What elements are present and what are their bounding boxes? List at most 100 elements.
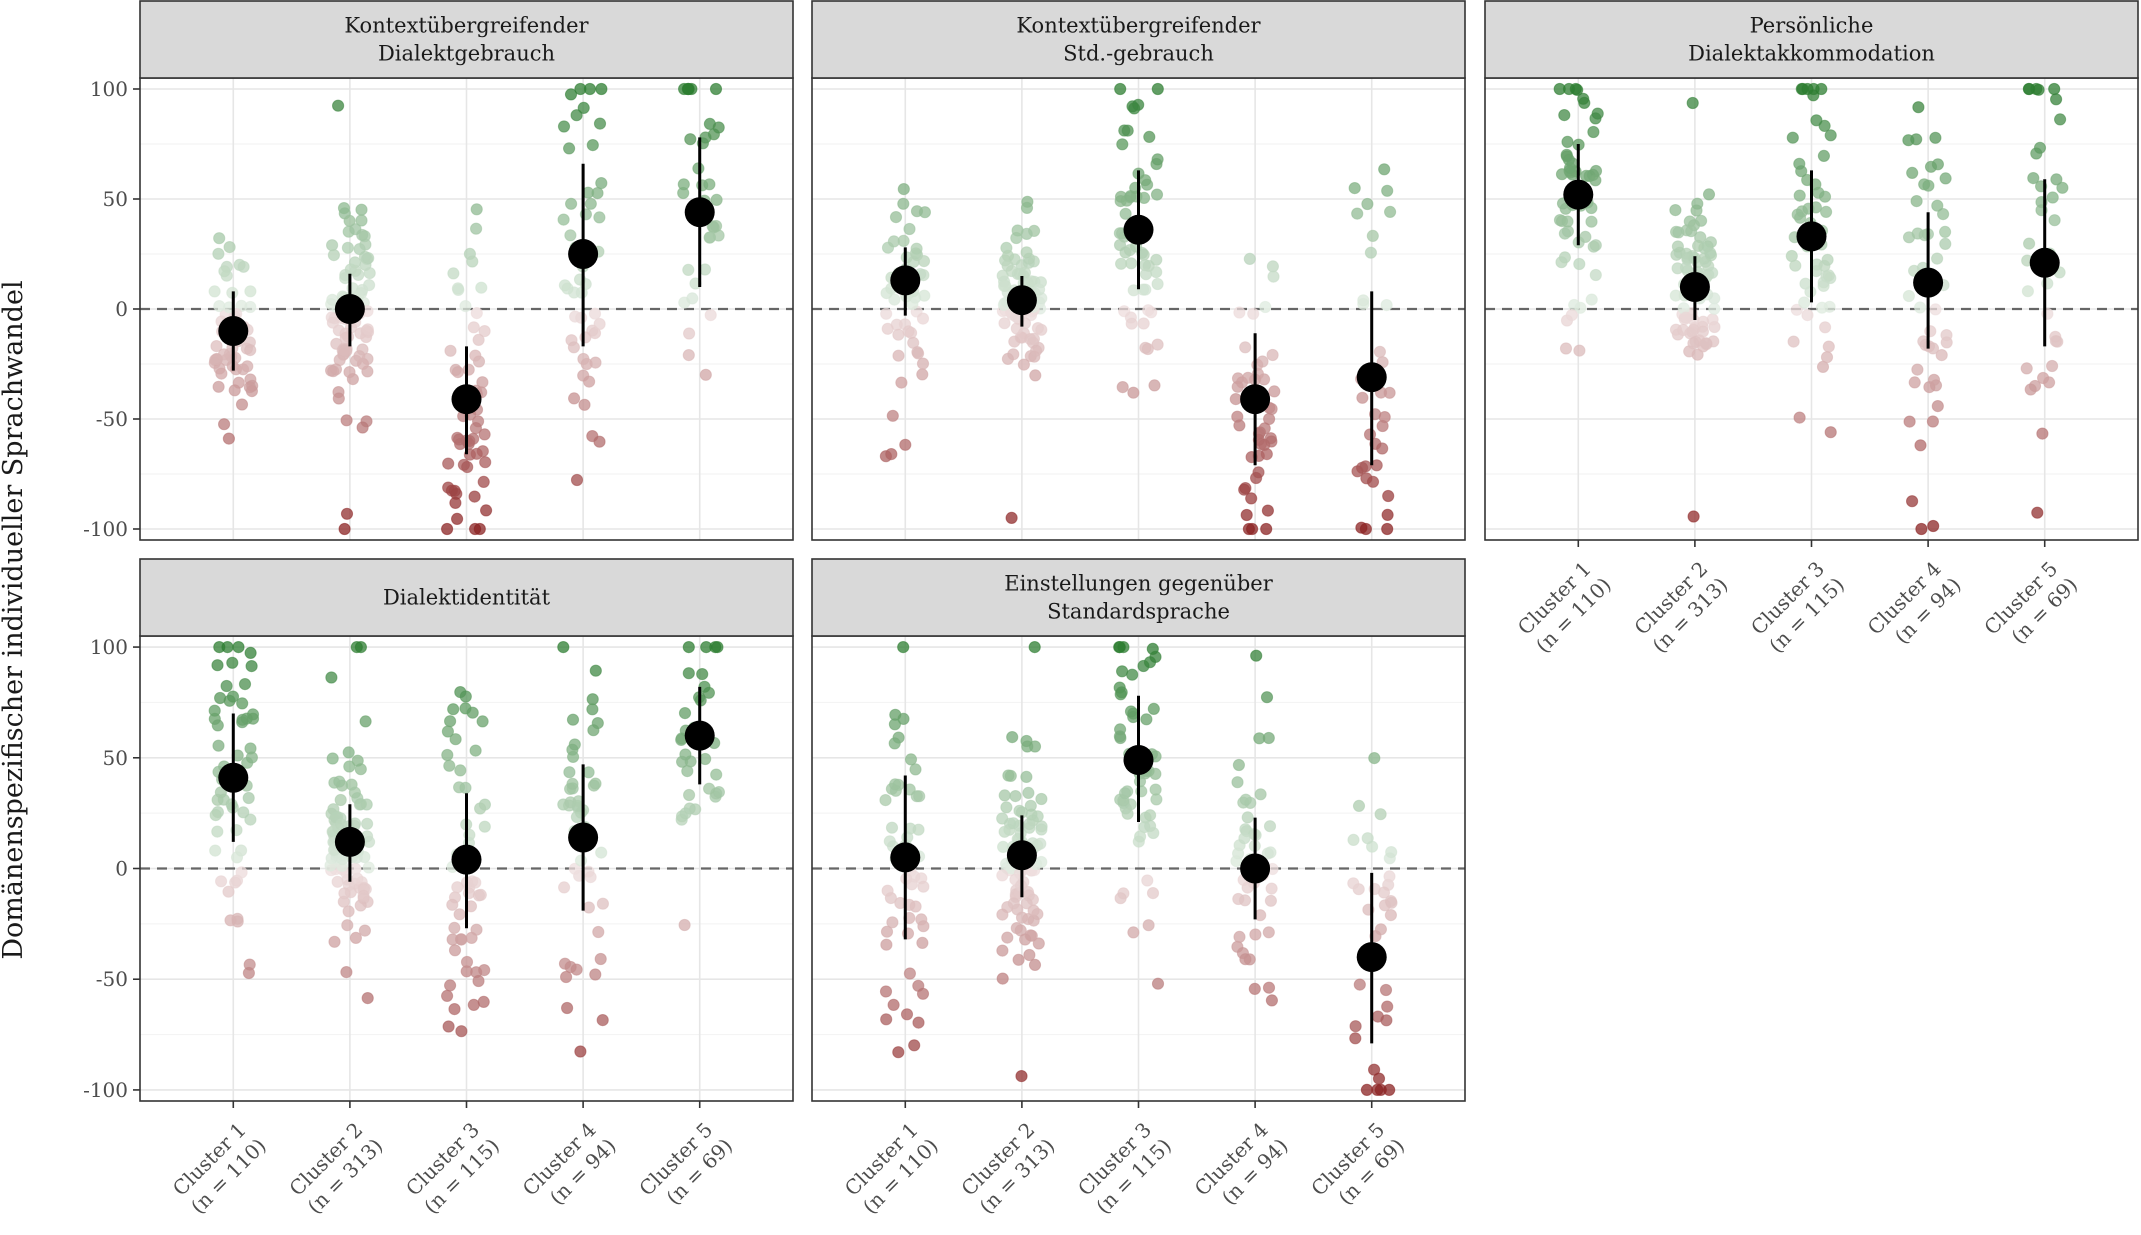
- data-point: [470, 203, 483, 216]
- data-point: [1691, 197, 1704, 210]
- data-point: [1147, 826, 1160, 840]
- data-point: [1126, 668, 1139, 681]
- data-point: [589, 356, 602, 369]
- data-point: [245, 751, 258, 764]
- data-point: [1937, 208, 1950, 221]
- data-point: [1143, 130, 1156, 143]
- data-point: [577, 352, 590, 366]
- data-point: [1119, 207, 1132, 220]
- data-point: [566, 777, 579, 791]
- data-point: [1368, 752, 1381, 765]
- data-point: [459, 781, 472, 794]
- data-point: [356, 421, 369, 434]
- data-point: [1679, 311, 1693, 324]
- data-point: [235, 398, 249, 411]
- data-point: [476, 715, 489, 728]
- data-point: [1146, 887, 1160, 900]
- data-point: [913, 790, 926, 803]
- data-point: [1114, 82, 1127, 96]
- data-point: [681, 765, 694, 778]
- data-point: [448, 944, 462, 957]
- data-point: [568, 862, 582, 875]
- data-point: [448, 921, 461, 935]
- data-point: [449, 496, 462, 509]
- data-point: [469, 522, 482, 536]
- data-point: [1114, 731, 1127, 745]
- facet-title: Einstellungen gegenüber: [1004, 572, 1273, 596]
- data-point: [360, 798, 373, 811]
- data-point: [1929, 131, 1942, 144]
- data-point: [324, 859, 337, 872]
- data-point: [1126, 100, 1139, 113]
- data-point: [1352, 799, 1366, 813]
- data-point: [480, 504, 493, 517]
- data-point: [1939, 172, 1952, 185]
- data-point: [470, 923, 483, 936]
- data-point: [1914, 439, 1927, 452]
- facet-title: Dialektgebrauch: [378, 42, 555, 66]
- mean-point: [218, 316, 249, 346]
- data-point: [586, 703, 599, 716]
- data-point: [1384, 909, 1398, 922]
- data-point: [2027, 172, 2040, 185]
- data-point: [902, 325, 915, 338]
- data-point: [213, 641, 226, 654]
- data-point: [337, 202, 351, 215]
- data-point: [328, 935, 341, 948]
- data-point: [443, 759, 456, 772]
- data-point: [1381, 522, 1394, 536]
- data-point: [582, 766, 595, 779]
- data-point: [1265, 882, 1278, 895]
- data-point: [679, 807, 692, 820]
- data-point: [1692, 239, 1705, 252]
- y-tick-label: 100: [90, 635, 128, 659]
- y-axis-title: Domänenspezifischer individueller Sprach…: [0, 280, 29, 959]
- data-point: [1589, 268, 1602, 282]
- data-point: [885, 448, 898, 461]
- data-point: [1233, 306, 1246, 319]
- data-point: [1931, 199, 1944, 212]
- facet-title: Dialektidentität: [383, 586, 551, 610]
- data-point: [699, 752, 712, 766]
- data-point: [210, 340, 223, 353]
- data-point: [218, 265, 231, 278]
- data-point: [1679, 261, 1693, 274]
- data-point: [1001, 259, 1014, 272]
- data-point: [449, 363, 462, 376]
- data-point: [582, 901, 596, 914]
- data-point: [448, 1003, 461, 1016]
- data-point: [348, 786, 361, 799]
- data-point: [1903, 415, 1916, 428]
- data-point: [466, 255, 479, 268]
- data-point: [230, 851, 244, 864]
- data-point: [222, 432, 235, 445]
- data-point: [349, 931, 362, 945]
- data-point: [244, 285, 257, 298]
- data-point: [1815, 301, 1829, 314]
- data-point: [1027, 332, 1041, 345]
- data-point: [592, 925, 605, 939]
- data-point: [343, 760, 356, 773]
- data-point: [454, 764, 467, 777]
- data-point: [461, 460, 474, 474]
- data-point: [470, 307, 483, 320]
- data-point: [1821, 253, 1834, 266]
- data-point: [353, 350, 366, 363]
- data-point: [1127, 386, 1140, 399]
- data-point: [683, 788, 696, 802]
- data-point: [1150, 266, 1163, 279]
- data-point: [998, 279, 1011, 292]
- data-point: [584, 197, 597, 210]
- data-point: [1573, 344, 1586, 357]
- data-point: [1382, 489, 1395, 503]
- data-point: [468, 490, 481, 503]
- data-point: [570, 109, 583, 122]
- data-point: [561, 1001, 574, 1015]
- data-point: [1007, 897, 1020, 910]
- data-point: [2031, 506, 2044, 519]
- data-point: [1139, 174, 1152, 187]
- mean-point: [451, 844, 482, 875]
- data-point: [903, 967, 917, 980]
- mean-point: [1913, 267, 1944, 298]
- data-point: [363, 267, 376, 280]
